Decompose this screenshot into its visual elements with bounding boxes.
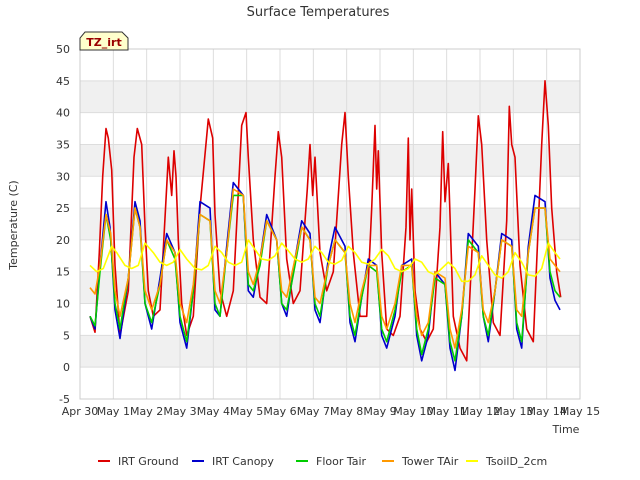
plot-background	[80, 49, 580, 399]
y-tick-label: 25	[56, 202, 70, 215]
legend-label: IRT Canopy	[212, 455, 274, 468]
grid-band	[80, 335, 580, 368]
y-tick-label: 35	[56, 138, 70, 151]
x-tick-label: May 9	[363, 405, 396, 418]
legend-item: Floor Tair	[296, 455, 367, 468]
y-tick-label: 40	[56, 107, 70, 120]
y-tick-label: 5	[63, 329, 70, 342]
y-tick-label: 30	[56, 170, 70, 183]
legend-item: IRT Ground	[98, 455, 179, 468]
x-tick-label: May 10	[393, 405, 433, 418]
x-tick-label: May 4	[197, 405, 230, 418]
plot-frame	[79, 48, 581, 400]
x-tick-label: May 12	[460, 405, 500, 418]
x-tick-label: May 14	[527, 405, 567, 418]
x-tick-label: May 13	[493, 405, 533, 418]
y-tick-label: 50	[56, 43, 70, 56]
y-tick-label: -5	[59, 393, 70, 406]
x-tick-label: May 3	[163, 405, 196, 418]
x-tick-label: May 8	[330, 405, 363, 418]
y-tick-label: 10	[56, 298, 70, 311]
grid-band	[80, 80, 580, 113]
legend-label: TsoilD_2cm	[485, 455, 547, 468]
y-axis-ticks: -5 0 5 10 15 20 25 30 35 40 45 50	[56, 43, 70, 406]
grid-band	[80, 144, 580, 177]
y-tick-label: 20	[56, 234, 70, 247]
y-tick-label: 45	[56, 75, 70, 88]
x-tick-label: May 2	[130, 405, 163, 418]
series-line-4	[89, 239, 561, 283]
x-tick-label: May 6	[263, 405, 296, 418]
y-tick-label: 15	[56, 266, 70, 279]
legend-item: IRT Canopy	[192, 455, 274, 468]
series-layer	[89, 80, 562, 372]
legend: IRT Ground IRT Canopy Floor Tair Tower TAir…	[98, 455, 547, 468]
x-tick-label: May 15	[560, 405, 600, 418]
legend-item: TsoilD_2cm	[466, 455, 547, 468]
chart-title: Surface Temperatures	[247, 5, 390, 20]
legend-label: Floor Tair	[316, 455, 367, 468]
x-tick-label: May 7	[297, 405, 330, 418]
x-tick-label: May 11	[427, 405, 467, 418]
legend-item: Tower TAir	[382, 455, 459, 468]
y-tick-label: 0	[63, 361, 70, 374]
y-axis-label: Temperature (C)	[7, 180, 20, 270]
series-line-3	[89, 188, 561, 349]
x-tick-label: Apr 30	[62, 405, 99, 418]
badge: TZ_irt	[79, 31, 129, 51]
legend-label: IRT Ground	[118, 455, 179, 468]
badge-label: TZ_irt	[86, 36, 121, 49]
x-tick-label: May 5	[230, 405, 263, 418]
x-tick-label: May 1	[97, 405, 130, 418]
legend-label: Tower TAir	[401, 455, 459, 468]
x-axis-label: Time	[552, 423, 580, 436]
